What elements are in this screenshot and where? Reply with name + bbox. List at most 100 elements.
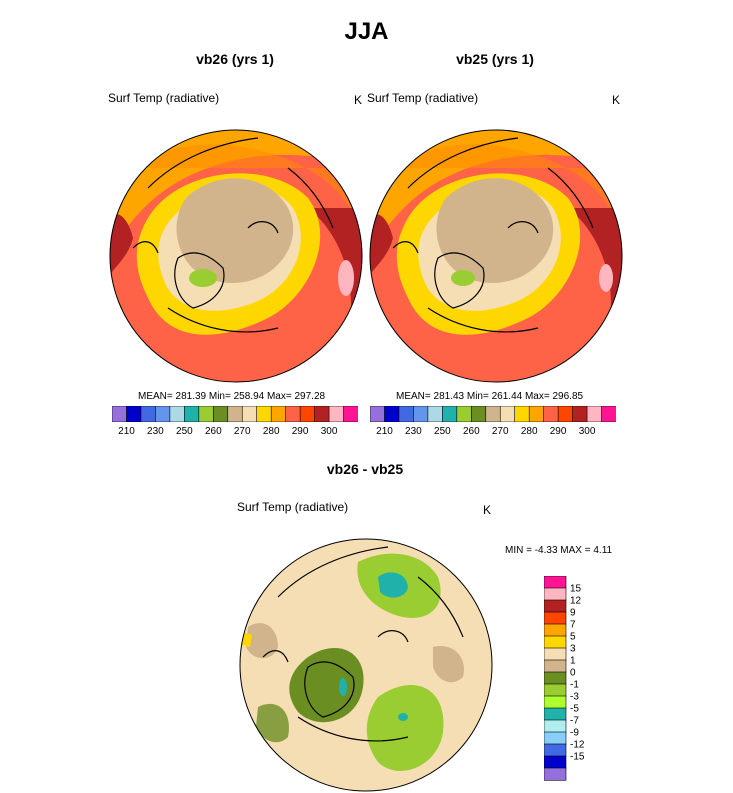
panel1-colorbar-tick-label: 300	[320, 426, 338, 437]
panel3-field-patch-cyan-south	[398, 713, 408, 721]
panel2-field-band-265	[436, 178, 554, 283]
panel1-colorbar-swatch	[299, 406, 316, 422]
panel1-colorbar-swatch	[285, 406, 301, 422]
panel2-coastlines	[392, 137, 594, 333]
panel1-coastlines	[132, 137, 334, 333]
panel3-field-patch-tan-west	[246, 623, 278, 659]
panel2-colorbar-tick-label: 250	[434, 426, 451, 437]
panel1-colorbar-tick-label: 290	[291, 426, 309, 437]
panel3-colorbar-tick-label: 3	[570, 644, 576, 655]
panel3-variable-label: Surf Temp (radiative)	[237, 500, 349, 514]
panel2-units-label: K	[612, 93, 621, 107]
panel3-colorbar-swatch	[544, 576, 567, 589]
panel3-colorbar-swatch	[544, 743, 567, 757]
panel2-colorbar-swatch	[413, 406, 429, 422]
panel3-field-patch-southwest	[256, 703, 289, 743]
panel3-colorbar-tick-label: 12	[570, 596, 582, 607]
panel2-colorbar-swatch	[514, 406, 530, 422]
panel3-colorbar-tick-label: 5	[570, 632, 576, 643]
panel3-colorbar-swatch	[544, 671, 567, 685]
panel3-field-patch-cyan-north	[378, 572, 408, 598]
panel3-colorbar-swatch	[544, 731, 567, 745]
panel2-field-band-west	[370, 214, 393, 278]
panel3-colorbar-tick-label: -5	[570, 704, 579, 715]
panel2-colorbar-swatch	[485, 406, 501, 422]
panel1-colorbar-swatch	[155, 406, 171, 422]
panel3-colorbar-tick-label: -9	[570, 728, 579, 739]
panel1-colorbar-swatch	[314, 406, 330, 422]
panel2-colorbar-swatch	[557, 406, 574, 422]
panel2-colorbar-swatch	[543, 406, 559, 422]
panel1-colorbar-swatch	[212, 406, 229, 422]
panel1-field-band-265	[176, 178, 294, 283]
panel1-colorbar-swatch	[126, 406, 142, 422]
panel1-colorbar-tick-label: 210	[118, 426, 135, 437]
panel2-colorbar-tick-label: 270	[491, 426, 509, 437]
panel1-variable-label: Surf Temp (radiative)	[108, 91, 220, 105]
panel3-stats: MIN = -4.33 MAX = 4.11	[505, 545, 613, 556]
panel3-colorbar-tick-label: -15	[570, 752, 585, 763]
panel2-colorbar-tick-label: 300	[578, 426, 596, 437]
panel2-colorbar-tick-label: 290	[549, 426, 567, 437]
panel1-stats: MEAN= 281.39 Min= 258.94 Max= 297.28	[138, 391, 326, 402]
panel2-colorbar-tick-label: 280	[520, 426, 538, 437]
panel3-colorbar-swatch	[544, 623, 567, 637]
panel3-colorbar-tick-label: 7	[570, 620, 576, 631]
panel1-colorbar-swatch	[140, 406, 157, 422]
panel3-map	[239, 538, 493, 792]
panel2-title: vb25 (yrs 1)	[456, 51, 534, 67]
panel2-variable-label: Surf Temp (radiative)	[367, 91, 479, 105]
panel1-colorbar-tick-label: 280	[262, 426, 280, 437]
panel1-field-band-260	[189, 269, 217, 287]
panel2-colorbar-swatch	[528, 406, 545, 422]
panel2-colorbar-swatch	[398, 406, 415, 422]
panel1-colorbar-swatch	[184, 406, 200, 422]
panel3-colorbar-tick-label: -3	[570, 692, 579, 703]
panel1-colorbar-swatch	[328, 406, 345, 422]
panel1-colorbar-swatch	[227, 406, 243, 422]
panel3-field-patch-yellow	[242, 632, 252, 647]
panel3-colorbar-tick-label: 0	[570, 668, 576, 679]
panel1-title: vb26 (yrs 1)	[196, 51, 274, 67]
panel2-map	[369, 129, 623, 383]
panel3-colorbar-tick-label: 1	[570, 656, 576, 667]
panel1-colorbar-swatch	[256, 406, 272, 422]
panel2-colorbar-tick-label: 210	[376, 426, 393, 437]
panel2-colorbar-swatch	[572, 406, 588, 422]
panel1-colorbar-tick-label: 230	[147, 426, 164, 437]
panel1-map-border	[109, 129, 363, 383]
panel2-colorbar-tick-label: 230	[405, 426, 422, 437]
panel3-colorbar-swatch	[544, 719, 567, 733]
panel2-colorbar-swatch	[370, 406, 386, 422]
panel1-colorbar-swatch	[343, 406, 358, 422]
panel2-colorbar-swatch	[470, 406, 487, 422]
panel3-colorbar-swatch	[544, 695, 567, 709]
panel3-field-patch-cyan-west	[339, 678, 347, 696]
panel3-colorbar-tick-label: 15	[570, 584, 582, 595]
panel3-colorbar-swatch	[544, 767, 567, 781]
panel1-field-band-west	[110, 214, 133, 278]
panel2-colorbar-ticks: 210 230 250 260 270 280 290 300	[370, 426, 616, 440]
panel1-colorbar-tick-label: 250	[176, 426, 193, 437]
panel1-colorbar-swatch	[198, 406, 214, 422]
panel2-colorbar-swatch	[442, 406, 458, 422]
panel3-colorbar-swatch	[544, 647, 567, 661]
panel1-colorbar-swatch	[112, 406, 128, 422]
panel3-colorbar-swatch	[544, 611, 567, 625]
panel2-colorbar-swatch	[384, 406, 400, 422]
panel2-stats: MEAN= 281.43 Min= 261.44 Max= 296.85	[396, 391, 584, 402]
panel3-field-patch-tan-east	[433, 646, 464, 683]
panel3-coastlines	[262, 546, 464, 742]
panel1-colorbar	[112, 406, 358, 422]
panel3-colorbar-tick-label: 9	[570, 608, 576, 619]
panel3-colorbar-tick-label: -7	[570, 716, 579, 727]
panel2-field-band-300	[599, 264, 613, 292]
panel3-colorbar-swatch	[544, 587, 567, 601]
panel1-colorbar-swatch	[169, 406, 186, 422]
panel2-field-band-260	[451, 270, 475, 286]
panel2-colorbar-swatch	[456, 406, 472, 422]
panel2-colorbar-swatch	[601, 406, 616, 422]
panel1-colorbar-tick-label: 270	[233, 426, 251, 437]
panel3-units-label: K	[483, 503, 492, 517]
